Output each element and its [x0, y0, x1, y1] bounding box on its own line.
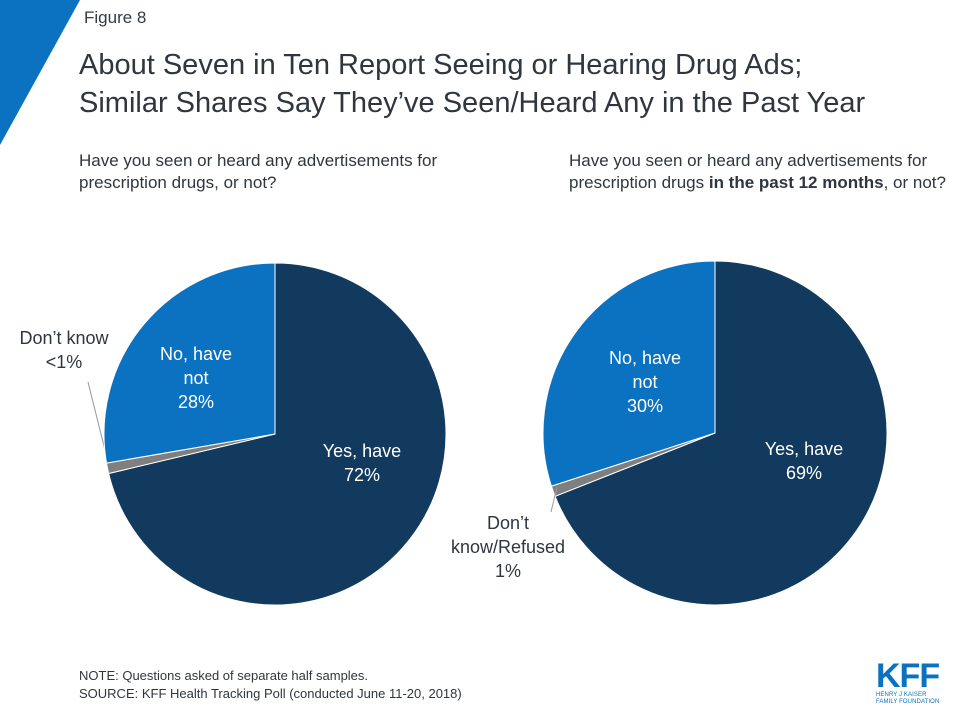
pie-2-category-label-no: No, have — [609, 348, 681, 368]
pie-2-category-label-no: not — [632, 372, 657, 392]
pie-2-value-label-no: 30% — [627, 396, 663, 416]
question-right-bold: in the past 12 months — [708, 173, 884, 192]
title-line-1: About Seven in Ten Report Seeing or Hear… — [79, 49, 803, 81]
pie-1-value-label-yes: 72% — [344, 465, 380, 485]
pie-1-slice-no — [103, 262, 276, 464]
pie-1-value-label-no: 28% — [178, 392, 214, 412]
pie-2-category-label-dont_know: know/Refused — [451, 537, 565, 557]
pie-1-slice-yes — [108, 262, 447, 606]
pie-1-category-label-dont_know: Don’t know — [19, 328, 109, 348]
pie-2-leader-line — [550, 486, 558, 513]
source-text: SOURCE: KFF Health Tracking Poll (conduc… — [79, 686, 462, 701]
footnote: NOTE: Questions asked of separate half s… — [79, 667, 462, 703]
pie-2-slice-yes — [554, 260, 888, 606]
question-left: Have you seen or heard any advertisement… — [79, 151, 438, 192]
kff-logo: KFF HENRY J KAISER FAMILY FOUNDATION — [876, 657, 948, 706]
question-right-text-2: , or not? — [883, 173, 946, 192]
pie-1-category-label-yes: Yes, have — [323, 441, 401, 461]
logo-word: KFF — [876, 657, 940, 695]
pie-2-slice-no — [542, 260, 716, 487]
note-text: NOTE: Questions asked of separate half s… — [79, 668, 369, 683]
figure-label: Figure 8 — [84, 8, 147, 27]
question-right: Have you seen or heard any advertisement… — [569, 150, 949, 194]
title-line-2: Similar Shares Say They’ve Seen/Heard An… — [79, 87, 866, 119]
pie-2-value-label-yes: 69% — [786, 463, 822, 483]
logo-subline-2: FAMILY FOUNDATION — [876, 699, 940, 705]
pie-2-category-label-dont_know: Don’t — [487, 513, 529, 533]
question-right-text-1: Have you seen or heard any advertisement… — [569, 151, 928, 192]
pie-1-category-label-no: No, have — [160, 344, 232, 364]
chart-title: About Seven in Ten Report Seeing or Hear… — [79, 46, 959, 122]
corner-accent — [0, 0, 80, 145]
pie-1-category-label-no: not — [183, 368, 208, 388]
logo-subline-1: HENRY J KAISER — [876, 692, 927, 698]
pie-2-value-label-dont_know: 1% — [495, 561, 521, 581]
pie-2-category-label-yes: Yes, have — [765, 439, 843, 459]
pie-1-value-label-dont_know: <1% — [46, 352, 83, 372]
